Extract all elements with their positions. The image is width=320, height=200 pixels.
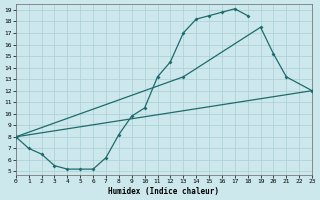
X-axis label: Humidex (Indice chaleur): Humidex (Indice chaleur) (108, 187, 220, 196)
